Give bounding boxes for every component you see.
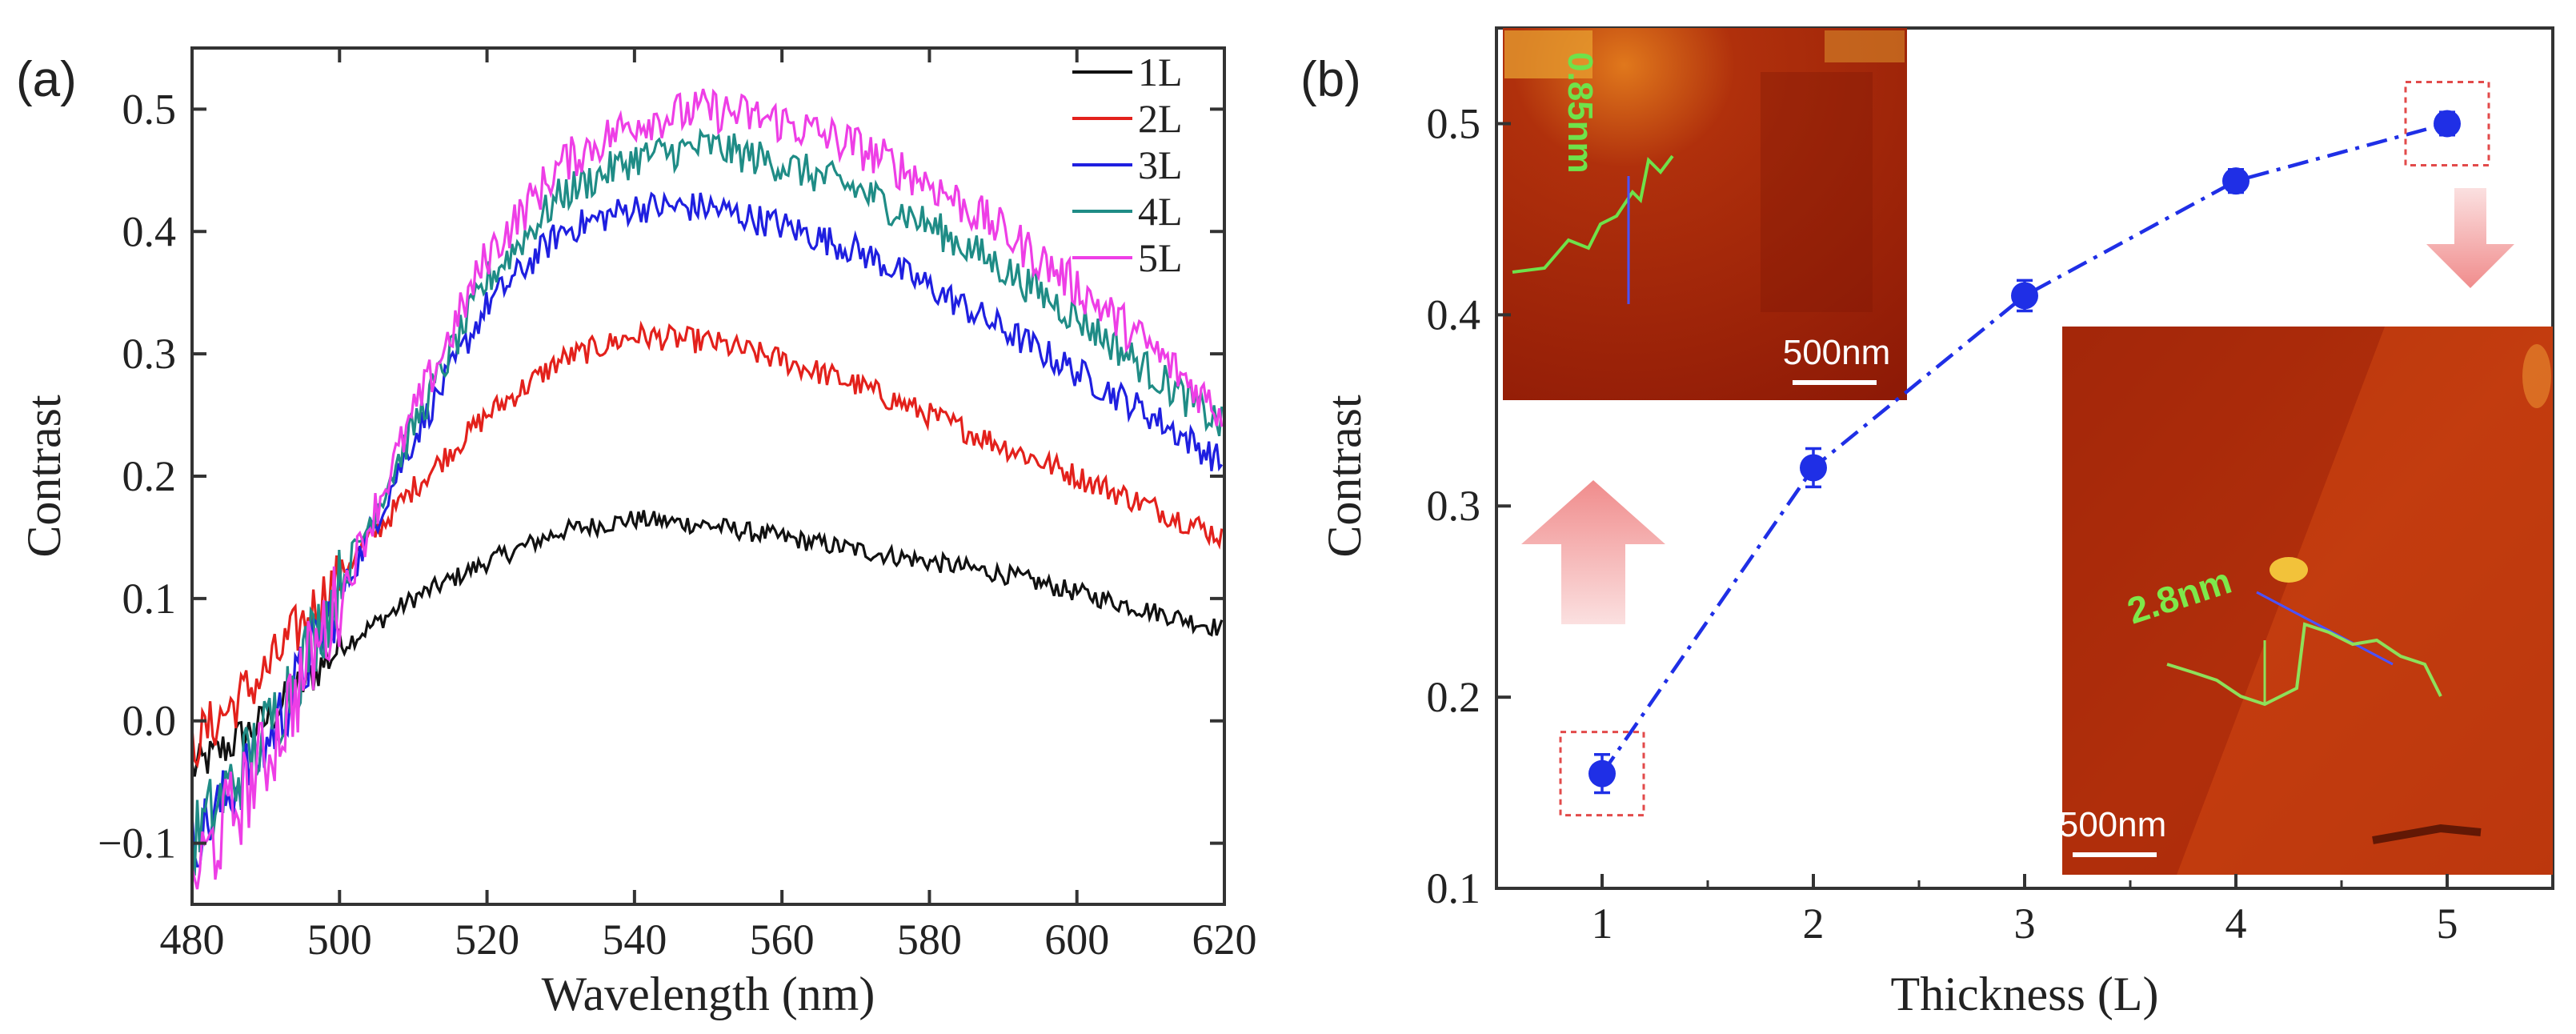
b-xtick-label: 5 xyxy=(2437,900,2458,948)
panel-b-xlabel: Thickness (L) xyxy=(1891,968,2159,1020)
a-xtick-label: 580 xyxy=(897,916,962,964)
a-ytick-label: −0.1 xyxy=(98,820,176,868)
series-line-4L xyxy=(192,127,1224,876)
afm-inset-1L: 0.85nm 500nm xyxy=(1503,28,1907,400)
legend-label-2L: 2L xyxy=(1138,96,1183,141)
a-ytick-label: 0.0 xyxy=(122,697,177,745)
arrow-up-icon xyxy=(1521,480,1665,624)
a-xtick-label: 620 xyxy=(1192,916,1257,964)
a-xtick-label: 560 xyxy=(750,916,815,964)
panel-a-chart: 480 500 520 540 560 580 600 620 −0.1 0.0 0.1 0.2 0.3… xyxy=(18,46,1257,1020)
a-xtick-label: 600 xyxy=(1044,916,1109,964)
panel-b-label: (b) xyxy=(1300,52,1361,107)
panel-b-ylabel: Contrast xyxy=(1318,395,1371,558)
b-xtick-label: 2 xyxy=(1803,900,1825,948)
legend-label-5L: 5L xyxy=(1138,235,1183,280)
b-xtick-label: 3 xyxy=(2014,900,2036,948)
a-ytick-label: 0.3 xyxy=(122,330,177,378)
a-xtick-label: 520 xyxy=(455,916,519,964)
a-ytick-label: 0.2 xyxy=(122,452,177,500)
b-xtick-label: 1 xyxy=(1592,900,1613,948)
a-ytick-label: 0.5 xyxy=(122,85,177,133)
data-point-3L xyxy=(2011,282,2038,310)
panel-b-chart: 0.85nm 500nm 2.8nm 500nm 1 2 3 4 50.10 xyxy=(1318,26,2554,1020)
highlight-box-5L xyxy=(2404,80,2490,166)
panel-a-xlabel: Wavelength (nm) xyxy=(542,968,875,1020)
a-ytick-label: 0.4 xyxy=(122,207,177,255)
a-ytick-label: 0.1 xyxy=(122,575,177,623)
b-ytick-label: 0.3 xyxy=(1427,482,1481,530)
series-line-1L xyxy=(192,510,1224,777)
legend-label-1L: 1L xyxy=(1138,50,1183,94)
series-line-5L xyxy=(192,88,1224,890)
legend-label-3L: 3L xyxy=(1138,142,1183,187)
arrow-down-icon xyxy=(2426,188,2514,288)
afm-1L-scale-label: 500nm xyxy=(1783,333,1891,372)
series-line-3L xyxy=(192,190,1224,868)
a-xtick-label: 540 xyxy=(602,916,667,964)
data-point-5L xyxy=(2434,110,2461,138)
data-point-2L xyxy=(1800,454,1827,482)
afm-5L-scale-label: 500nm xyxy=(2059,805,2167,844)
panel-a-ylabel: Contrast xyxy=(18,395,70,558)
b-xtick-label: 4 xyxy=(2225,900,2247,948)
b-ytick-label: 0.2 xyxy=(1427,673,1481,721)
legend-label-4L: 4L xyxy=(1138,189,1183,234)
panel-a-label: (a) xyxy=(16,52,77,107)
a-xtick-label: 500 xyxy=(307,916,372,964)
afm-1L-height-label: 0.85nm xyxy=(1560,52,1600,174)
a-xtick-label: 480 xyxy=(160,916,225,964)
b-ytick-label: 0.5 xyxy=(1427,99,1481,147)
b-ytick-label: 0.4 xyxy=(1427,291,1481,339)
series-line-2L xyxy=(192,320,1224,769)
b-ytick-label: 0.1 xyxy=(1427,864,1481,912)
data-point-4L xyxy=(2222,167,2249,195)
data-point-1L xyxy=(1588,759,1616,788)
highlight-box-1L xyxy=(1559,731,1645,817)
afm-inset-5L: 2.8nm 500nm xyxy=(2059,327,2553,875)
